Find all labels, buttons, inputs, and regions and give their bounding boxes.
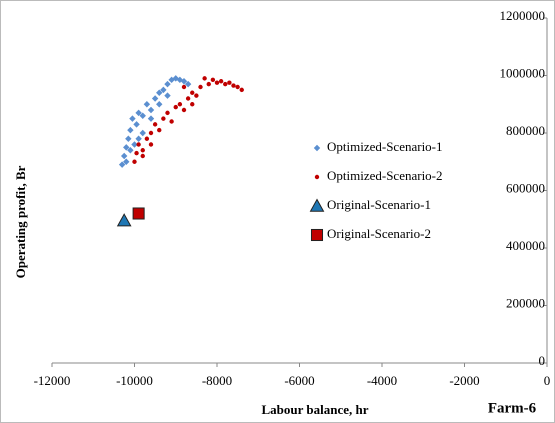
legend-marker bbox=[314, 174, 320, 180]
x-tick-label: -6000 bbox=[284, 373, 314, 388]
point bbox=[123, 144, 130, 151]
point bbox=[239, 87, 244, 93]
legend-marker bbox=[309, 198, 325, 212]
point bbox=[157, 127, 162, 133]
point bbox=[140, 153, 145, 159]
x-tick-label: 0 bbox=[544, 373, 551, 388]
legend-marker bbox=[310, 228, 324, 242]
point bbox=[218, 79, 224, 84]
point bbox=[118, 161, 126, 168]
point bbox=[176, 76, 184, 84]
legend-label: Original-Scenario-1 bbox=[327, 197, 431, 212]
legend-label: Optimized-Scenario-1 bbox=[327, 139, 443, 154]
point bbox=[210, 77, 216, 83]
point bbox=[173, 104, 178, 110]
x-axis-label: Labour balance, hr bbox=[261, 402, 368, 417]
y-tick-label: 0 bbox=[539, 353, 546, 368]
point bbox=[214, 80, 220, 85]
point bbox=[190, 102, 195, 107]
y-tick-label: 1000000 bbox=[500, 65, 546, 80]
point bbox=[223, 81, 228, 87]
point bbox=[135, 109, 142, 117]
point bbox=[184, 80, 192, 88]
point bbox=[172, 75, 179, 82]
point bbox=[180, 78, 188, 85]
point bbox=[127, 147, 134, 154]
y-axis-label: Operating profit, Br bbox=[13, 165, 28, 278]
point bbox=[148, 130, 154, 136]
y-tick-label: 800000 bbox=[506, 123, 545, 138]
point bbox=[227, 80, 232, 85]
point bbox=[165, 110, 170, 116]
point bbox=[139, 129, 146, 137]
point bbox=[160, 86, 167, 94]
point bbox=[181, 84, 187, 90]
point bbox=[206, 81, 211, 87]
point bbox=[235, 84, 240, 90]
point bbox=[135, 135, 142, 142]
point bbox=[133, 121, 140, 128]
y-tick-label: 400000 bbox=[506, 238, 545, 253]
point bbox=[132, 159, 137, 164]
point bbox=[177, 102, 183, 107]
x-tick-label: -4000 bbox=[367, 373, 397, 388]
x-tick-label: -2000 bbox=[449, 373, 479, 388]
point bbox=[151, 95, 159, 102]
point bbox=[168, 76, 175, 84]
annotation: Farm-6 bbox=[488, 400, 537, 416]
point bbox=[181, 107, 187, 113]
legend-label: Optimized-Scenario-2 bbox=[327, 168, 443, 183]
point bbox=[129, 115, 136, 122]
point bbox=[148, 142, 154, 147]
point bbox=[123, 158, 130, 165]
point bbox=[136, 142, 141, 147]
x-tick-label: -8000 bbox=[202, 373, 232, 388]
point bbox=[132, 207, 145, 220]
x-tick-label: -10000 bbox=[116, 373, 153, 388]
point bbox=[190, 90, 195, 95]
point bbox=[147, 106, 155, 114]
point bbox=[161, 116, 166, 121]
point bbox=[156, 89, 163, 96]
legend-marker bbox=[313, 144, 321, 152]
point bbox=[125, 135, 132, 142]
point bbox=[231, 83, 236, 88]
point bbox=[134, 150, 139, 156]
point bbox=[120, 152, 128, 160]
point bbox=[185, 96, 191, 101]
point bbox=[202, 76, 207, 81]
y-tick-label: 200000 bbox=[506, 295, 545, 310]
point bbox=[156, 101, 163, 108]
legend-label: Original-Scenario-2 bbox=[327, 226, 431, 241]
x-tick-label: -12000 bbox=[34, 373, 71, 388]
point bbox=[140, 148, 145, 153]
point bbox=[116, 213, 132, 227]
point bbox=[152, 122, 158, 127]
y-tick-label: 1200000 bbox=[500, 8, 546, 23]
point bbox=[194, 93, 199, 98]
point bbox=[143, 101, 151, 108]
point bbox=[144, 136, 150, 141]
point bbox=[131, 141, 138, 148]
y-tick-label: 600000 bbox=[506, 180, 545, 195]
point bbox=[147, 115, 155, 122]
point bbox=[198, 84, 203, 90]
point bbox=[139, 112, 146, 119]
point bbox=[164, 80, 171, 88]
point bbox=[127, 126, 134, 134]
point bbox=[169, 119, 174, 124]
point bbox=[164, 92, 171, 99]
